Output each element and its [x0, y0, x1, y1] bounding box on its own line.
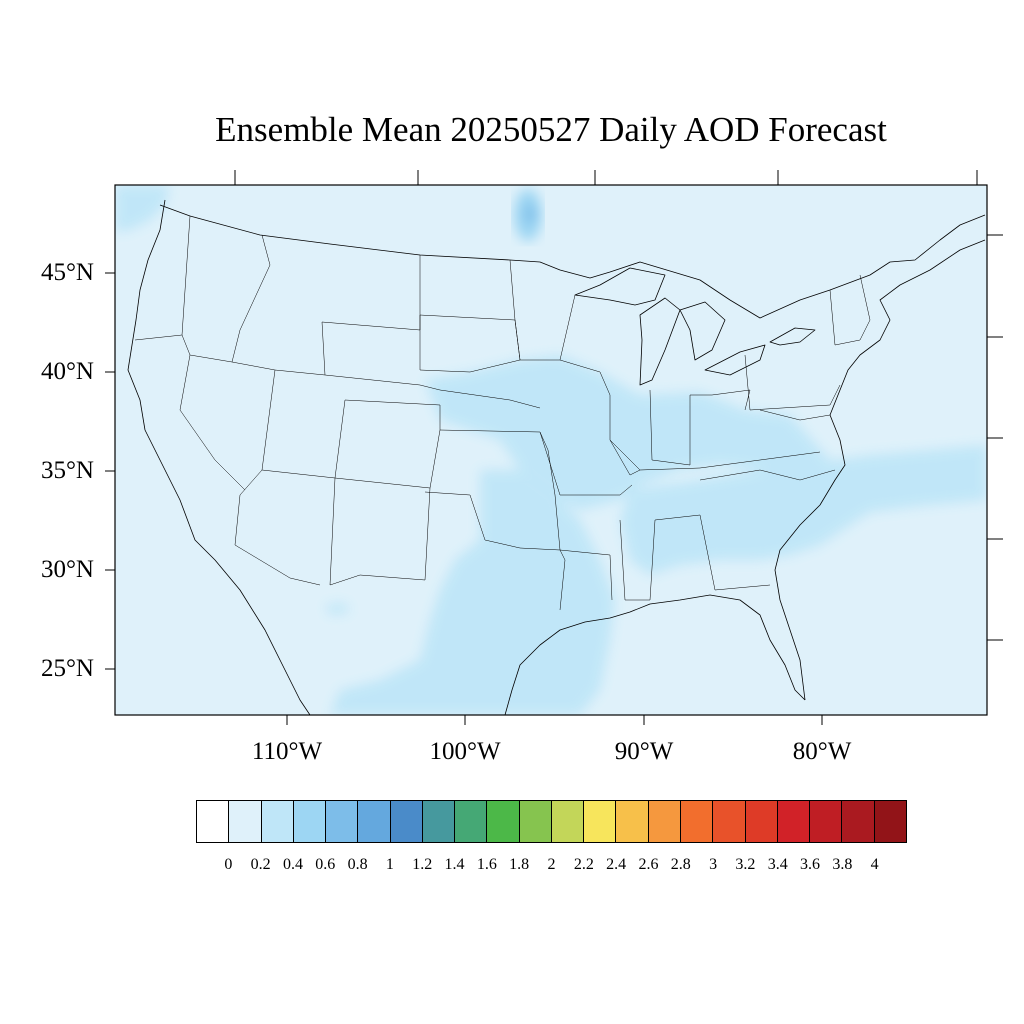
colorbar-label: 3	[709, 856, 718, 873]
colorbar-cell	[680, 801, 714, 842]
colorbar-label: 1.2	[412, 856, 433, 873]
colorbar-cell	[358, 801, 391, 842]
colorbar-label: 4	[870, 856, 879, 873]
lat-label-45n: 45°N	[40, 259, 94, 286]
colorbar-label: 1.4	[444, 856, 465, 873]
colorbar-label: 2.2	[573, 856, 594, 873]
colorbar-label: 1.6	[476, 856, 497, 873]
colorbar-cell	[455, 801, 488, 842]
gulf-coastline	[504, 594, 806, 715]
colorbar-cell	[810, 801, 843, 842]
colorbar-label: 3.2	[735, 856, 756, 873]
us-canada-border	[159, 204, 986, 319]
colorbar	[196, 800, 907, 843]
colorbar-label: 0.2	[250, 856, 271, 873]
aod-region-gulf-patch	[325, 603, 350, 615]
colorbar-label: 3.4	[767, 856, 788, 873]
colorbar-cell	[551, 801, 585, 842]
colorbar-label: 0.6	[315, 856, 336, 873]
lon-label-110w: 110°W	[251, 738, 323, 765]
lat-label-40n: 40°N	[40, 358, 94, 385]
aod-region-northeast-pacific	[115, 185, 170, 232]
colorbar-label: 2.6	[638, 856, 659, 873]
map-frame	[114, 184, 988, 716]
florida-atlantic-coastline	[774, 239, 986, 701]
west-coastline	[127, 199, 311, 715]
colorbar-label: 3.8	[832, 856, 853, 873]
lat-label-30n: 30°N	[40, 556, 94, 583]
colorbar-cell	[713, 801, 746, 842]
colorbar-cell	[648, 801, 681, 842]
lon-label-90w: 90°W	[614, 738, 674, 765]
lon-label-100w: 100°W	[429, 738, 501, 765]
lat-label-35n: 35°N	[40, 457, 94, 484]
colorbar-cell	[293, 801, 327, 842]
colorbar-label: 1.8	[509, 856, 530, 873]
colorbar-cell	[777, 801, 811, 842]
colorbar-label: 2.8	[670, 856, 691, 873]
colorbar-cell	[390, 801, 423, 842]
colorbar-cell	[519, 801, 552, 842]
colorbar-label: 2	[547, 856, 556, 873]
colorbar-cell	[422, 801, 456, 842]
colorbar-cell	[745, 801, 778, 842]
colorbar-label: 2.4	[606, 856, 627, 873]
colorbar-label: 0	[224, 856, 233, 873]
aod-region-southeast-atlantic	[620, 445, 987, 575]
colorbar-label: 1	[385, 856, 394, 873]
aod-field-04-06	[115, 185, 987, 715]
colorbar-cell	[229, 801, 262, 842]
lon-label-80w: 80°W	[792, 738, 852, 765]
map-outlines	[127, 199, 986, 715]
colorbar-cell	[584, 801, 617, 842]
colorbar-cell	[874, 801, 906, 842]
colorbar-label: 3.6	[800, 856, 821, 873]
colorbar-cell	[616, 801, 649, 842]
colorbar-cell	[487, 801, 520, 842]
colorbar-cell	[197, 801, 230, 842]
colorbar-label: 0.8	[347, 856, 368, 873]
map-ticks	[105, 170, 1003, 725]
aod-region-minnesota-ontario-core	[525, 204, 535, 224]
colorbar-label: 0.4	[282, 856, 303, 873]
colorbar-cell	[261, 801, 294, 842]
state-borders	[134, 215, 871, 611]
chart-title: Ensemble Mean 20250527 Daily AOD Forecas…	[215, 110, 887, 149]
map-plot-area	[115, 185, 987, 715]
lat-label-25n: 25°N	[40, 655, 94, 682]
aod-field-06-08	[514, 189, 542, 241]
aod-region-plains-midwest	[425, 355, 845, 510]
great-lakes	[574, 267, 816, 386]
colorbar-cell	[842, 801, 875, 842]
colorbar-cell	[326, 801, 359, 842]
aod-region-texas-gulf	[330, 470, 615, 715]
